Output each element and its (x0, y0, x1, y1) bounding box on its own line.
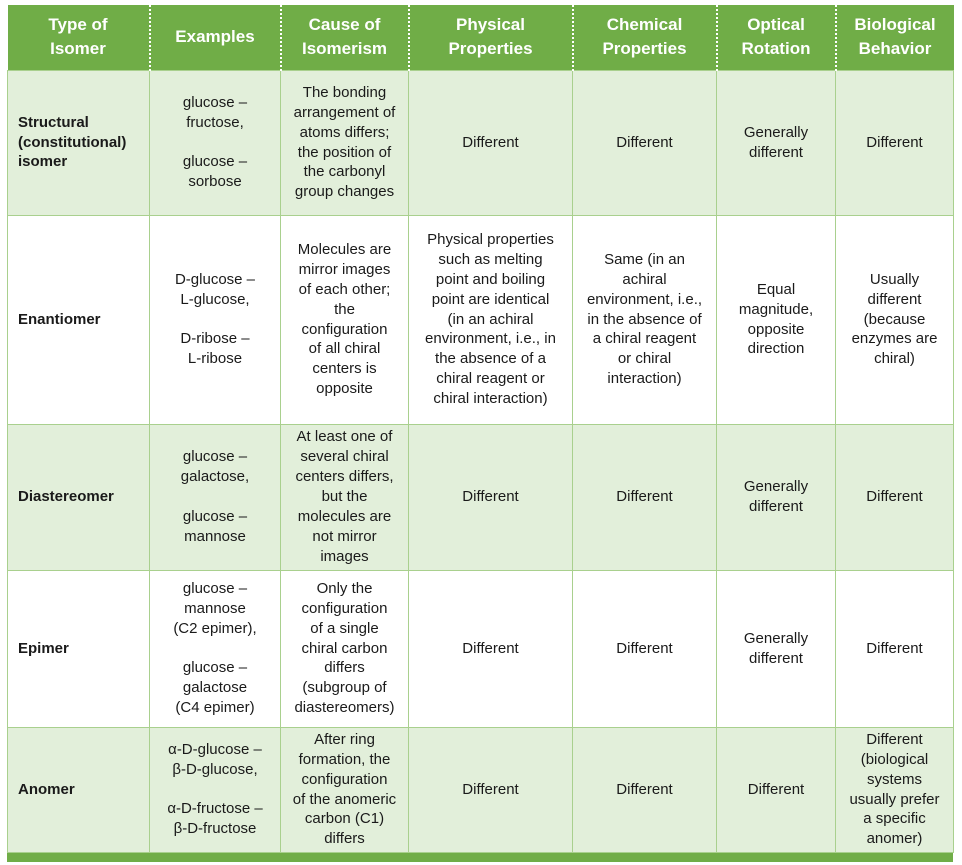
cell-biological: Different (835, 69, 954, 216)
row-structural-isomer: Structural (constitutional) isomer gluco… (7, 69, 954, 216)
cell-type: Anomer (7, 726, 150, 853)
cell-type: Diastereomer (7, 423, 150, 571)
cell-type: Epimer (7, 569, 150, 728)
column-header-chemical-properties: Chemical Properties (571, 5, 717, 70)
cell-biological: Different (835, 423, 954, 571)
cell-examples: α-D-glucose – β-D-glucose, α-D-fructose … (149, 726, 281, 853)
cell-cause: After ring formation, the configuration … (280, 726, 409, 853)
cell-physical: Different (408, 423, 573, 571)
cell-biological: Different (835, 569, 954, 728)
cell-examples: glucose – mannose (C2 epimer), glucose –… (149, 569, 281, 728)
cell-optical: Different (716, 726, 836, 853)
isomer-comparison-table: Type of Isomer Examples Cause of Isomeri… (7, 5, 954, 853)
table-continuation-bar (7, 852, 953, 862)
column-header-examples: Examples (148, 5, 281, 70)
cell-optical: Generally different (716, 423, 836, 571)
cell-chemical: Different (572, 69, 717, 216)
cell-type: Enantiomer (7, 214, 150, 425)
cell-cause: Molecules are mirror images of each othe… (280, 214, 409, 425)
cell-physical: Different (408, 726, 573, 853)
column-header-biological-behavior: Biological Behavior (834, 5, 954, 70)
column-header-optical-rotation: Optical Rotation (715, 5, 836, 70)
cell-cause: At least one of several chiral centers d… (280, 423, 409, 571)
cell-physical: Different (408, 69, 573, 216)
column-header-type-of-isomer: Type of Isomer (7, 5, 150, 70)
cell-biological: Usually different (because enzymes are c… (835, 214, 954, 425)
cell-type: Structural (constitutional) isomer (7, 69, 150, 216)
cell-chemical: Different (572, 569, 717, 728)
cell-biological: Different (biological systems usually pr… (835, 726, 954, 853)
cell-examples: glucose – galactose, glucose – mannose (149, 423, 281, 571)
cell-chemical: Different (572, 726, 717, 853)
cell-optical: Generally different (716, 69, 836, 216)
cell-optical: Equal magnitude, opposite direction (716, 214, 836, 425)
cell-cause: The bonding arrangement of atoms differs… (280, 69, 409, 216)
cell-physical: Physical properties such as melting poin… (408, 214, 573, 425)
row-epimer: Epimer glucose – mannose (C2 epimer), gl… (7, 569, 954, 728)
cell-optical: Generally different (716, 569, 836, 728)
cell-chemical: Different (572, 423, 717, 571)
row-anomer: Anomer α-D-glucose – β-D-glucose, α-D-fr… (7, 726, 954, 853)
cell-cause: Only the configuration of a single chira… (280, 569, 409, 728)
cell-physical: Different (408, 569, 573, 728)
column-header-physical-properties: Physical Properties (407, 5, 573, 70)
cell-examples: glucose – fructose, glucose – sorbose (149, 69, 281, 216)
column-header-cause-of-isomerism: Cause of Isomerism (279, 5, 409, 70)
header-row: Type of Isomer Examples Cause of Isomeri… (7, 5, 954, 70)
cell-chemical: Same (in an achiral environment, i.e., i… (572, 214, 717, 425)
row-enantiomer: Enantiomer D-glucose – L-glucose, D-ribo… (7, 214, 954, 425)
row-diastereomer: Diastereomer glucose – galactose, glucos… (7, 423, 954, 571)
cell-examples: D-glucose – L-glucose, D-ribose – L-ribo… (149, 214, 281, 425)
